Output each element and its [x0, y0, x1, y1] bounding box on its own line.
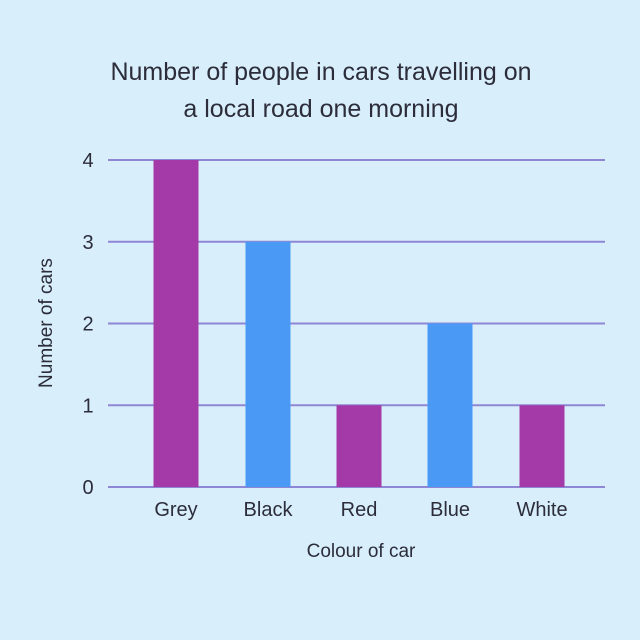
chart-title: Number of people in cars travelling on a… [110, 58, 531, 123]
chart-title-line-1: Number of people in cars travelling on [110, 58, 531, 86]
y-tick-label-4: 4 [82, 150, 93, 172]
y-axis-title: Number of cars [36, 258, 57, 388]
y-tick-label-3: 3 [82, 232, 93, 254]
bars [153, 160, 565, 487]
x-tick-label-black: Black [244, 499, 294, 521]
bar-black [245, 241, 291, 487]
x-tick-label-white: White [516, 499, 567, 521]
x-axis-title: Colour of car [307, 541, 416, 562]
bar-grey [153, 160, 199, 487]
x-axis-ticks: Grey Black Red Blue White [154, 499, 567, 521]
chart-title-line-2: a local road one morning [183, 95, 458, 123]
bar-blue [427, 323, 473, 487]
bar-white [519, 405, 565, 487]
y-axis-ticks: 0 1 2 3 4 [82, 150, 93, 499]
bar-red [336, 405, 382, 487]
x-tick-label-blue: Blue [430, 499, 470, 521]
y-tick-label-1: 1 [82, 395, 93, 417]
x-tick-label-red: Red [341, 499, 378, 521]
y-tick-label-2: 2 [82, 314, 93, 336]
y-tick-label-0: 0 [82, 477, 93, 499]
x-tick-label-grey: Grey [154, 499, 197, 521]
